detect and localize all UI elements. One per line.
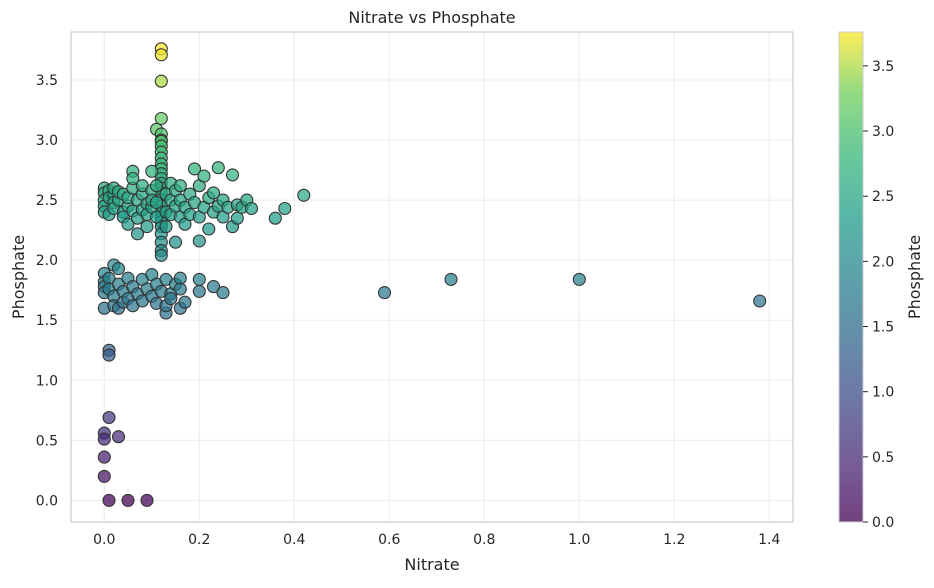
scatter-point [121, 217, 135, 231]
chart-title: Nitrate vs Phosphate [348, 8, 515, 27]
scatter-point [102, 493, 116, 507]
y-tick-label: 3.5 [36, 73, 58, 89]
scatter-point [377, 286, 392, 300]
scatter-point [102, 410, 116, 425]
scatter-point [154, 74, 168, 88]
colorbar-tick-label: 2.5 [872, 189, 894, 205]
scatter-point [230, 211, 244, 225]
scatter-point [145, 164, 159, 178]
scatter-point [126, 171, 140, 186]
scatter-point [111, 262, 126, 276]
colorbar-tick-label: 0.0 [872, 515, 894, 531]
scatter-point [216, 286, 230, 300]
scatter-point [154, 111, 168, 126]
scatter-point [168, 235, 183, 249]
scatter-point [140, 220, 154, 234]
y-tick-label: 1.5 [36, 313, 58, 329]
scatter-point [154, 48, 168, 62]
y-tick-labels: 0.0 0.5 1.0 1.5 2.0 2.5 3.0 3.5 [36, 73, 58, 509]
scatter-point [268, 211, 282, 225]
y-tick-label: 0.0 [36, 493, 58, 509]
scatter-point [187, 162, 202, 176]
scatter-point [149, 179, 164, 193]
scatter-point [97, 450, 111, 464]
scatter-point [244, 201, 259, 216]
scatter-point [206, 186, 221, 200]
scatter-point [178, 295, 192, 309]
scatter-point [102, 348, 116, 362]
x-tick-label: 1.0 [568, 532, 590, 548]
scatter-points [97, 42, 767, 507]
colorbar-label: Phosphate [905, 235, 924, 319]
scatter-point [173, 271, 187, 285]
x-tick-label: 0.8 [473, 532, 495, 548]
scatter-point [173, 282, 187, 296]
scatter-point [225, 168, 240, 182]
scatter-point [202, 222, 216, 236]
scatter-point [192, 272, 206, 286]
scatter-point [97, 432, 111, 446]
scatter-point [154, 248, 168, 262]
x-tick-label: 0.2 [188, 532, 210, 548]
colorbar-tick-label: 1.0 [872, 385, 894, 401]
y-tick-label: 1.0 [36, 373, 58, 389]
scatter-point [159, 220, 173, 234]
colorbar-tick-label: 2.0 [872, 254, 894, 270]
colorbar-tick-label: 0.5 [872, 450, 894, 466]
x-tick-label: 0.4 [283, 532, 305, 548]
scatter-point [206, 280, 221, 294]
scatter-point [149, 195, 164, 210]
scatter-point [121, 493, 135, 507]
y-tick-label: 0.5 [36, 433, 58, 449]
x-axis-label: Nitrate [404, 555, 459, 574]
scatter-point [278, 201, 292, 216]
scatter-point [173, 179, 187, 193]
x-tick-labels: 0.0 0.2 0.4 0.6 0.8 1.0 1.2 1.4 [93, 532, 780, 548]
colorbar-tick-label: 1.5 [872, 320, 894, 336]
scatter-point [140, 493, 154, 507]
scatter-point [111, 430, 126, 444]
scatter-point [444, 272, 458, 286]
x-tick-label: 0.6 [378, 532, 400, 548]
scatter-point [130, 227, 145, 241]
x-tick-label: 1.2 [663, 532, 685, 548]
x-tick-label: 0.0 [93, 532, 115, 548]
scatter-point [197, 169, 211, 183]
colorbar-tick-label: 3.0 [872, 124, 894, 140]
scatter-point [297, 188, 311, 202]
colorbar-tick-labels: 0.0 0.5 1.0 1.5 2.0 2.5 3.0 3.5 [863, 59, 894, 531]
scatter-point [164, 292, 178, 306]
plot-area-border [70, 31, 794, 523]
colorbar [838, 31, 864, 523]
scatter-point [211, 161, 225, 175]
y-tick-label: 2.0 [36, 253, 58, 269]
scatter-point [192, 234, 206, 248]
x-tick-label: 1.4 [758, 532, 780, 548]
y-tick-label: 3.0 [36, 133, 58, 149]
y-axis-label: Phosphate [9, 235, 28, 319]
scatter-point [97, 469, 111, 483]
colorbar-tick-label: 3.5 [872, 59, 894, 75]
scatter-point [753, 294, 767, 308]
y-tick-label: 2.5 [36, 193, 58, 209]
scatter-point [192, 284, 206, 298]
scatter-point [572, 272, 586, 286]
